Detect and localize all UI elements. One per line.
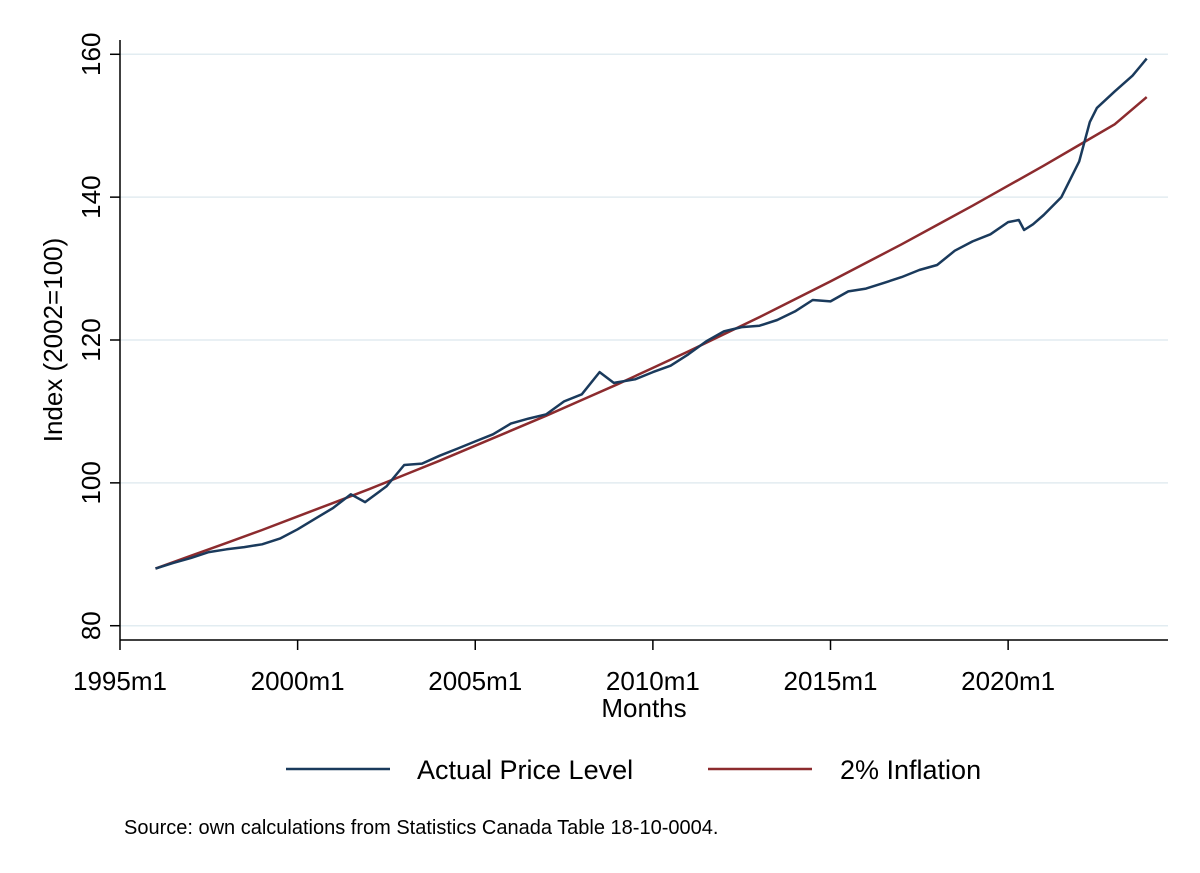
y-axis-title: Index (2002=100) xyxy=(38,238,68,443)
y-tick-label-120: 120 xyxy=(76,318,106,361)
source-note: Source: own calculations from Statistics… xyxy=(124,817,718,839)
x-axis-ticks: 1995m1 2000m1 2005m1 2010m1 2015m1 2020m1 xyxy=(73,640,1055,696)
legend-label-actual-price-level: Actual Price Level xyxy=(417,755,633,785)
x-tick-label-2020m1: 2020m1 xyxy=(961,666,1055,696)
legend-label-2pct-inflation: 2% Inflation xyxy=(840,755,981,785)
gridlines xyxy=(120,53,1168,627)
x-tick-label-2005m1: 2005m1 xyxy=(428,666,522,696)
legend: Actual Price Level 2% Inflation xyxy=(286,755,981,785)
series-lines xyxy=(155,57,1148,570)
series-line-actual-price-level xyxy=(155,57,1148,570)
series-line-2pct-inflation xyxy=(155,96,1148,570)
x-axis-title: Months xyxy=(601,693,686,723)
y-tick-label-160: 160 xyxy=(76,33,106,76)
y-tick-label-80: 80 xyxy=(76,611,106,640)
y-tick-label-100: 100 xyxy=(76,461,106,504)
y-tick-label-140: 140 xyxy=(76,175,106,218)
y-axis-ticks: 80 100 120 140 160 xyxy=(76,33,120,640)
x-tick-label-2010m1: 2010m1 xyxy=(606,666,700,696)
x-tick-label-2000m1: 2000m1 xyxy=(251,666,345,696)
x-tick-label-2015m1: 2015m1 xyxy=(784,666,878,696)
x-tick-label-1995m1: 1995m1 xyxy=(73,666,167,696)
